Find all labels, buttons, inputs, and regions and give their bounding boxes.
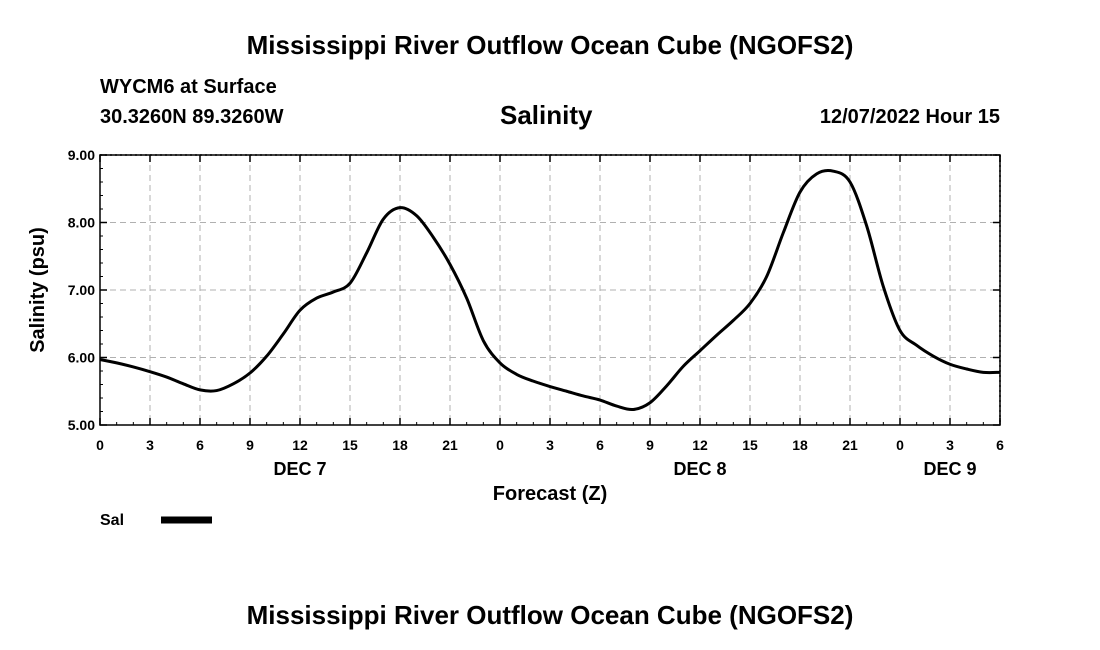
x-tick-label: 3: [146, 437, 154, 453]
x-tick-label: 3: [946, 437, 954, 453]
x-tick-label: 12: [292, 437, 308, 453]
x-tick-label: 15: [342, 437, 358, 453]
y-tick-label: 8.00: [68, 215, 95, 231]
axis-ticks: [99, 154, 1001, 426]
tick-labels: 0 3 6 9 12 15 18 21 0 3 6 9 12 15 18 21 0 3 6 5.00 6.00 7.00 8…: [68, 147, 1004, 479]
x-tick-label: 18: [792, 437, 808, 453]
y-axis-label: Salinity (psu): [27, 227, 49, 353]
x-tick-label: 0: [96, 437, 104, 453]
x-tick-label: 18: [392, 437, 408, 453]
x-tick-label: 6: [196, 437, 204, 453]
x-tick-label: 9: [646, 437, 654, 453]
series-line-sal: [99, 169, 1001, 412]
footer-title: Mississippi River Outflow Ocean Cube (NG…: [246, 600, 854, 630]
x-tick-label: 21: [842, 437, 858, 453]
legend-label: Sal: [100, 512, 124, 529]
datetime-label: 12/07/2022 Hour 15: [819, 106, 1000, 128]
legend: Sal: [100, 512, 212, 529]
x-tick-label: 12: [692, 437, 708, 453]
date-label: DEC 9: [923, 459, 976, 479]
x-tick-label: 21: [442, 437, 458, 453]
x-tick-label: 0: [896, 437, 904, 453]
y-tick-label: 7.00: [68, 282, 95, 298]
series-layer: [99, 169, 1001, 412]
y-tick-label: 6.00: [68, 350, 95, 366]
station-label: WYCM6 at Surface: [100, 76, 277, 98]
y-tick-label: 9.00: [68, 147, 95, 163]
variable-title: Salinity: [500, 100, 593, 130]
grid-lines: [100, 155, 1000, 425]
x-tick-label: 9: [246, 437, 254, 453]
x-tick-label: 3: [546, 437, 554, 453]
date-label: DEC 7: [273, 459, 326, 479]
x-tick-label: 6: [996, 437, 1004, 453]
y-tick-label: 5.00: [68, 417, 95, 433]
chart-title: Mississippi River Outflow Ocean Cube (NG…: [246, 30, 854, 60]
date-label: DEC 8: [673, 459, 726, 479]
x-tick-label: 15: [742, 437, 758, 453]
coordinates-label: 30.3260N 89.3260W: [100, 106, 284, 128]
x-axis-label: Forecast (Z): [493, 483, 607, 505]
x-tick-label: 0: [496, 437, 504, 453]
x-tick-label: 6: [596, 437, 604, 453]
